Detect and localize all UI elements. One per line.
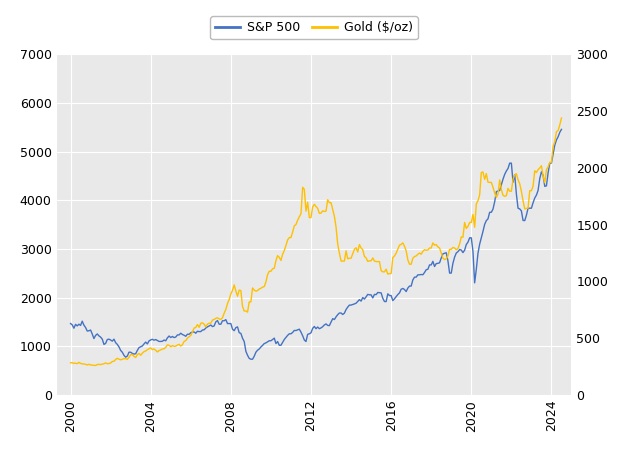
Legend: S&P 500, Gold ($/oz): S&P 500, Gold ($/oz) — [210, 16, 418, 39]
